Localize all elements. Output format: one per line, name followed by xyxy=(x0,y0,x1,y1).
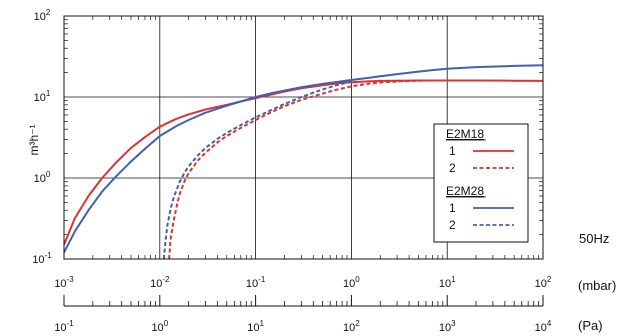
secondary-x-tick-label: 103 xyxy=(439,319,456,334)
x-tick-label: 102 xyxy=(535,275,552,290)
series-layer xyxy=(63,64,544,260)
legend-entry-label: 2 xyxy=(449,161,456,175)
frequency-label: 50Hz xyxy=(579,231,609,246)
x-tick-label: 10-3 xyxy=(54,275,74,290)
legend-group-title: E2M18 xyxy=(446,127,484,141)
secondary-x-tick-label: 10-1 xyxy=(54,319,74,334)
x-tick-label: 101 xyxy=(439,275,456,290)
legend-entry-label: 1 xyxy=(449,201,456,215)
series-line-1 xyxy=(63,79,544,246)
legend-entries: E2M18 1 2 E2M28 1 2 xyxy=(446,127,514,232)
legend-group-title: E2M28 xyxy=(446,184,484,198)
y-tick-label: 101 xyxy=(34,89,51,104)
y-tick-label: 102 xyxy=(34,8,51,23)
plot-frame xyxy=(63,15,544,260)
y-tick-label: 10-1 xyxy=(32,251,52,266)
secondary-x-tick-label: 102 xyxy=(343,319,360,334)
secondary-axis-ticks: 10-1 100 101 102 103 104 xyxy=(54,295,552,334)
secondary-x-tick-label: 101 xyxy=(247,319,264,334)
x-tick-label: 10-2 xyxy=(150,275,170,290)
series-line-3 xyxy=(63,64,544,254)
legend: E2M18 1 2 E2M28 1 2 xyxy=(433,123,529,243)
series-line-2 xyxy=(168,79,448,260)
y-axis-label: m³h⁻¹ xyxy=(27,125,41,156)
secondary-x-tick-label: 100 xyxy=(151,319,168,334)
x-tick-label: 10-1 xyxy=(246,275,266,290)
y-tick-label: 100 xyxy=(34,170,51,185)
x-axis-unit: (mbar) xyxy=(578,278,616,293)
legend-entry-label: 1 xyxy=(449,144,456,158)
secondary-x-tick-label: 104 xyxy=(535,319,552,334)
legend-entry-label: 2 xyxy=(449,218,456,232)
secondary-x-axis-unit: (Pa) xyxy=(578,318,603,333)
x-tick-label: 100 xyxy=(343,275,360,290)
series-line-4 xyxy=(162,80,352,260)
secondary-axis: 10-1 100 101 102 103 104 (Pa) xyxy=(54,295,603,334)
x-tick-labels: 10-3 10-2 10-1 100 101 102 xyxy=(54,275,552,290)
y-tick-labels: 10-1 100 101 102 xyxy=(32,8,52,266)
legend-box xyxy=(433,123,529,243)
